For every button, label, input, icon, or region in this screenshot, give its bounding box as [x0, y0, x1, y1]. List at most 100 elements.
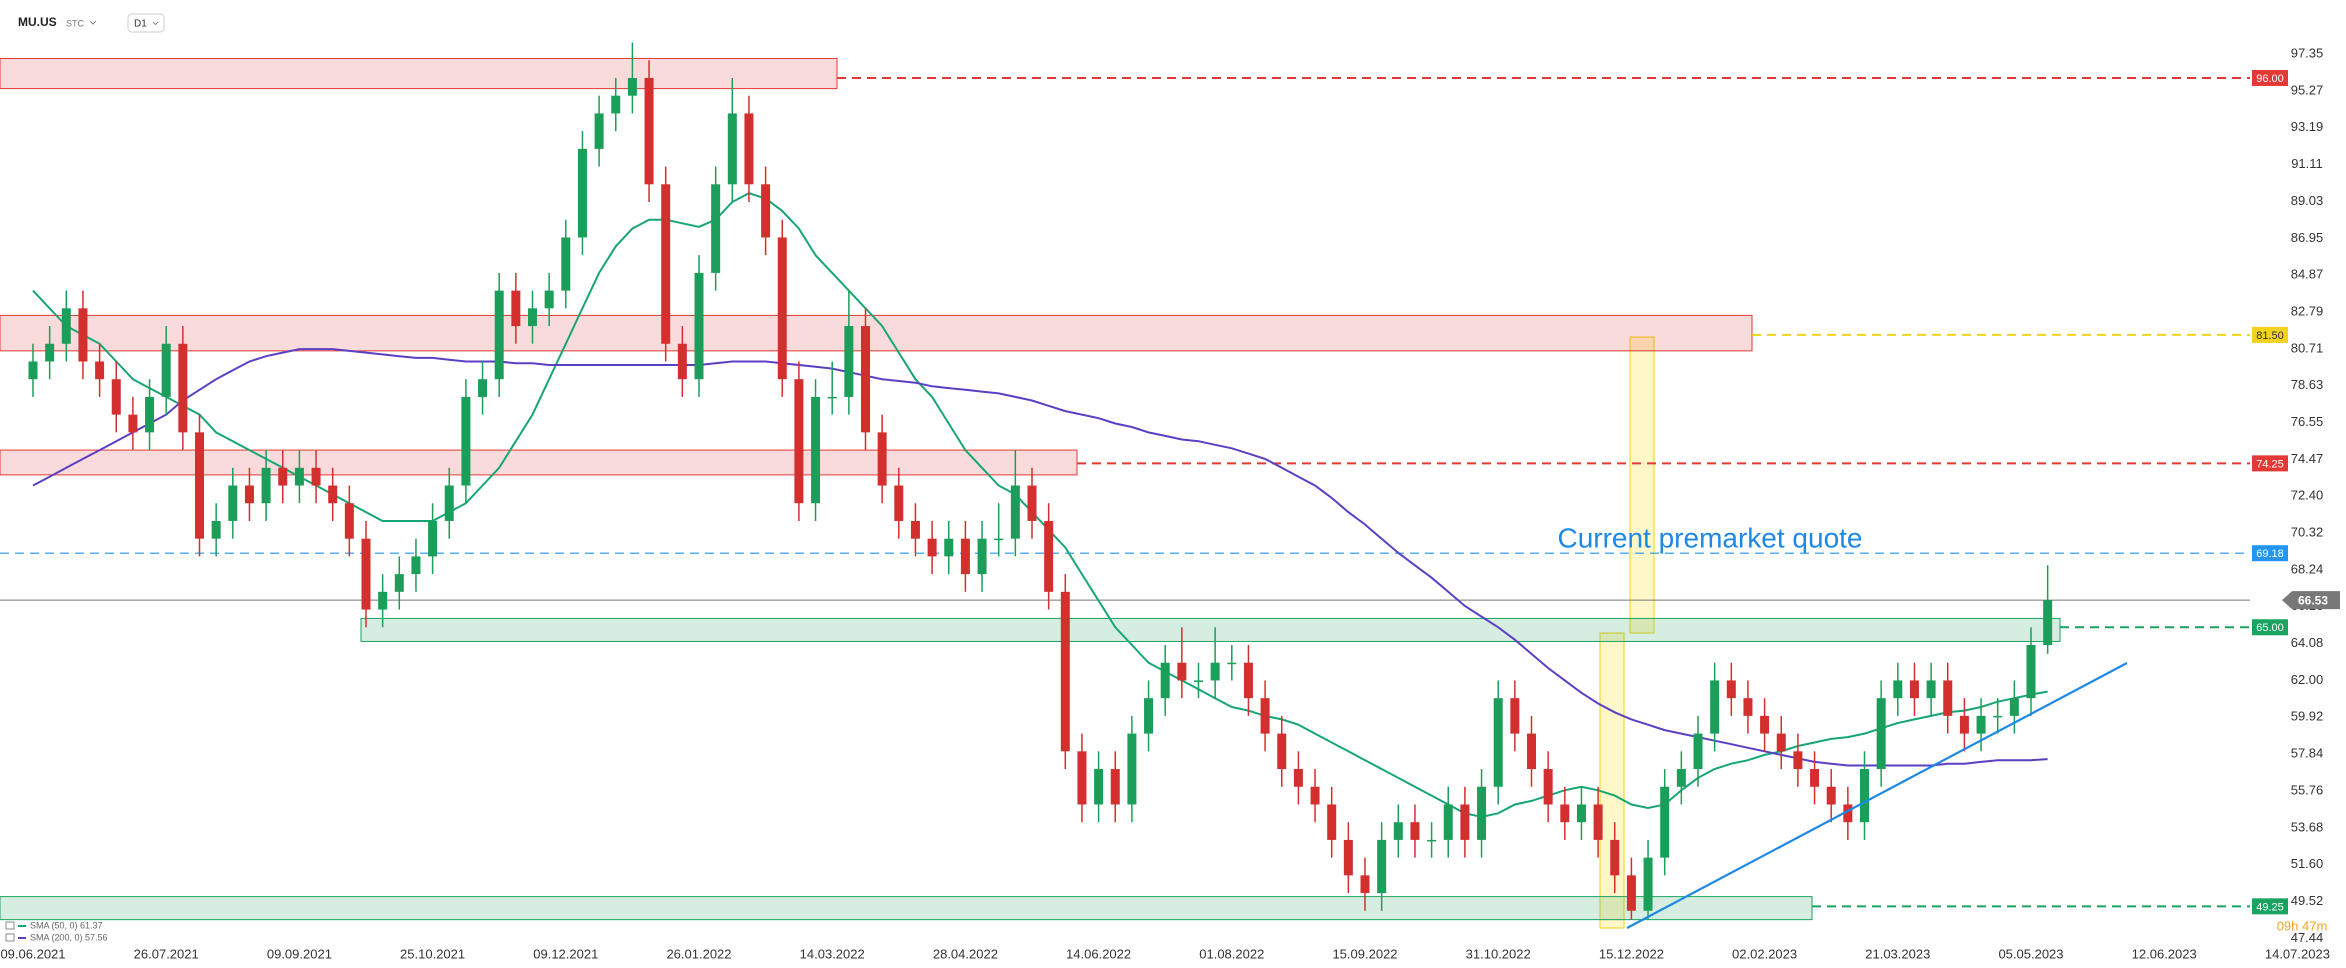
- candle-body: [1843, 804, 1853, 823]
- candle-body: [461, 396, 471, 486]
- candle-body: [1560, 804, 1570, 823]
- y-tick-label: 53.68: [2291, 819, 2324, 834]
- candle-body: [1643, 857, 1653, 911]
- x-tick-label: 28.04.2022: [933, 946, 998, 961]
- candle-body: [1094, 769, 1104, 805]
- candle-body: [1610, 839, 1620, 876]
- x-tick-label: 05.05.2023: [1998, 946, 2063, 961]
- candle-body: [594, 113, 604, 149]
- x-tick-label: 14.03.2022: [800, 946, 865, 961]
- candle-body: [644, 77, 654, 185]
- candle-body: [611, 95, 621, 114]
- plot: [0, 42, 2250, 921]
- candle-body: [1160, 662, 1170, 699]
- legend-icon: [5, 921, 15, 930]
- level-tag: [2252, 69, 2288, 86]
- candle-body: [1393, 822, 1403, 840]
- annotation-layer: [1599, 336, 1655, 929]
- y-tick-label: 59.92: [2291, 709, 2324, 724]
- zone: [0, 314, 1753, 352]
- symbol: MU.US: [18, 15, 57, 29]
- candle-body: [1460, 804, 1470, 840]
- zone: [0, 57, 838, 90]
- dropdown-icon[interactable]: [152, 21, 159, 26]
- candle-body: [1243, 662, 1253, 699]
- candle-body: [195, 432, 204, 539]
- candle-body: [1876, 698, 1886, 770]
- x-tick-label: 21.03.2023: [1865, 946, 1930, 961]
- candle-body: [394, 574, 404, 592]
- x-tick-label: 02.02.2023: [1732, 946, 1797, 961]
- candle-body: [1576, 804, 1586, 823]
- candle-body: [1660, 786, 1670, 858]
- candle-body: [311, 467, 321, 486]
- candle-body: [1360, 875, 1370, 894]
- candle-body: [694, 272, 704, 380]
- x-tick-label: 31.10.2022: [1466, 946, 1531, 961]
- candle-body: [1710, 680, 1720, 734]
- y-tick-label: 86.95: [2291, 230, 2324, 245]
- dropdown-icon[interactable]: [89, 20, 97, 25]
- y-tick-label: 82.79: [2291, 303, 2324, 318]
- candle-body: [1260, 698, 1270, 734]
- interval-button[interactable]: [127, 13, 165, 33]
- candle-body: [1676, 769, 1686, 787]
- candle-body: [1860, 769, 1869, 823]
- candle-body: [1626, 875, 1636, 911]
- candle-body: [128, 414, 138, 433]
- candle-body: [45, 343, 55, 362]
- y-tick-label: 76.55: [2291, 414, 2324, 429]
- x-tick-label: 12.06.2023: [2132, 946, 2197, 961]
- y-tick-label: 55.76: [2291, 782, 2324, 797]
- candle-body: [411, 556, 421, 575]
- candle-body: [78, 308, 88, 362]
- candle-body: [1077, 751, 1087, 805]
- x-tick-label: 25.10.2021: [400, 946, 465, 961]
- x-tick-label: 14.07.2023: [2265, 946, 2330, 961]
- candle-body: [111, 379, 121, 415]
- legend-label: SMA (50, 0) 61.37: [30, 920, 103, 930]
- candle-body: [61, 308, 71, 344]
- candle-body: [2043, 600, 2053, 645]
- market: STC: [66, 18, 85, 28]
- candle-body: [1726, 680, 1736, 699]
- candle-body: [977, 538, 987, 575]
- candle-body: [1909, 680, 1919, 699]
- candle-body: [561, 237, 571, 291]
- candle-body: [1826, 786, 1836, 805]
- candle-body: [1194, 680, 1203, 682]
- y-tick-label: 64.08: [2291, 635, 2324, 650]
- candle-body: [1427, 839, 1437, 842]
- y-tick-label: 89.03: [2291, 193, 2324, 208]
- interval[interactable]: D1: [134, 19, 147, 30]
- candle-body: [1810, 769, 1820, 787]
- candle-body: [761, 184, 771, 238]
- candle-body: [910, 520, 920, 539]
- x-tick-label: 15.12.2022: [1599, 946, 1664, 961]
- candle-body: [661, 184, 671, 344]
- current-price-tag: [2282, 591, 2340, 610]
- candle-body: [794, 379, 804, 504]
- x-tick-label: 26.07.2021: [134, 946, 199, 961]
- candle-body: [328, 485, 338, 504]
- y-tick-label: 78.63: [2291, 377, 2324, 392]
- sma-line: [32, 192, 2048, 818]
- candle-body: [428, 520, 438, 557]
- candle-body: [944, 538, 954, 557]
- candle-body: [960, 538, 970, 575]
- candle-body: [1510, 698, 1520, 734]
- x-tick-label: 15.09.2022: [1332, 946, 1397, 961]
- measure-box: [1599, 632, 1625, 929]
- candle-body: [1010, 485, 1020, 539]
- candle-body: [1743, 698, 1753, 716]
- level-tag: [2252, 455, 2288, 472]
- zone: [0, 449, 1078, 476]
- candle-body: [145, 396, 155, 433]
- candle-body: [1210, 662, 1220, 681]
- y-tick-label: 93.19: [2291, 119, 2324, 134]
- candle-body: [1343, 839, 1353, 876]
- candle-body: [1959, 715, 1969, 734]
- candle-body: [677, 343, 687, 380]
- candle-body: [1443, 804, 1453, 840]
- candle-body: [1926, 680, 1936, 699]
